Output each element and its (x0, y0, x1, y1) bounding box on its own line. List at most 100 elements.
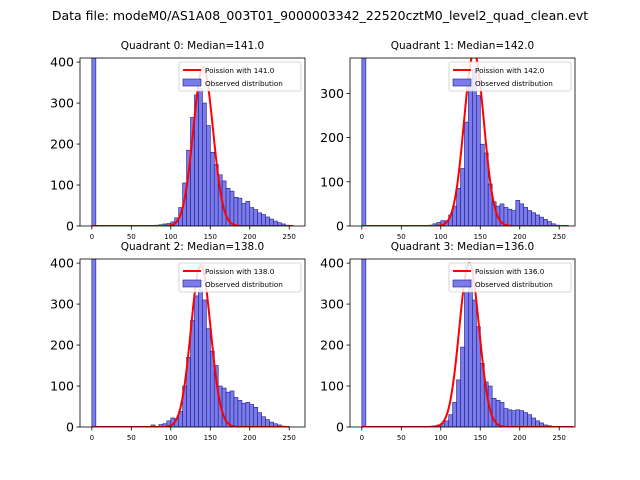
histogram-bar (511, 410, 517, 427)
legend-bar-label: Observed distribution (205, 79, 283, 88)
histogram-bar (245, 201, 251, 226)
subplot-quadrant-1: 0 100 200 300 0 50 100 150 200 250 Quadrant 1: Med… (320, 40, 576, 241)
y-tick-label: 0 (336, 420, 344, 435)
histogram-bar (91, 58, 97, 226)
histogram-bar (261, 214, 266, 226)
histogram-bar (444, 420, 450, 427)
histogram-bar (464, 121, 469, 226)
y-tick-label: 300 (50, 96, 74, 111)
y-tick-label: 200 (320, 338, 344, 353)
histogram-bar (194, 295, 199, 427)
histogram-bar (253, 209, 259, 226)
histogram-bar (448, 414, 454, 427)
histogram-bar (229, 190, 235, 226)
histogram-bar (91, 259, 97, 427)
y-tick-label: 0 (66, 219, 74, 234)
x-tick-label: 200 (513, 233, 526, 241)
axes-frame (349, 57, 576, 227)
x-tick-label: 200 (243, 434, 256, 442)
histogram-bar (209, 151, 215, 226)
histogram-bar (527, 210, 532, 226)
histogram-bar (361, 259, 367, 427)
legend-box (178, 61, 302, 92)
histogram-bar (460, 168, 465, 226)
histogram-bar (531, 212, 536, 226)
x-tick-label: 50 (127, 434, 136, 442)
subplot-title: Quadrant 3: Median=136.0 (391, 241, 534, 253)
histogram-bar (452, 402, 457, 427)
legend-bar-label: Observed distribution (205, 280, 283, 289)
x-tick-label: 100 (164, 233, 177, 241)
legend-bar-swatch (182, 279, 202, 288)
legend-line-label: Poission with 138.0 (205, 267, 275, 276)
histogram-bar (206, 125, 211, 226)
histogram-bar (523, 412, 529, 427)
histogram-bar (531, 417, 536, 427)
x-tick-label: 0 (360, 233, 364, 241)
histogram-bar (249, 207, 255, 226)
histogram-bar (206, 328, 211, 427)
legend-box (448, 61, 572, 92)
histogram-bar (507, 409, 513, 427)
x-tick-label: 150 (474, 233, 487, 241)
histogram-bar (515, 409, 521, 427)
subplot-title: Quadrant 2: Median=138.0 (121, 241, 264, 253)
histogram-bar (265, 419, 270, 427)
histogram-bar (523, 207, 529, 226)
legend: Poission with 138.0 Observed distribution (178, 262, 302, 293)
poisson-curve-line (361, 58, 569, 226)
legend-line-label: Poission with 136.0 (475, 267, 545, 276)
histogram-bar (269, 218, 274, 226)
histogram-bar (261, 416, 266, 427)
histogram-bar (539, 216, 544, 226)
histogram-bar (150, 424, 156, 427)
y-tick-label: 200 (320, 130, 344, 145)
histogram-bar (229, 390, 235, 427)
histogram-bar (527, 414, 532, 427)
legend-box (178, 262, 302, 293)
x-tick-label: 150 (474, 434, 487, 442)
y-tick-label: 200 (50, 338, 74, 353)
plot-area (361, 58, 569, 226)
histogram-bar (460, 346, 465, 427)
legend-bar-swatch (452, 78, 472, 87)
legend: Poission with 141.0 Observed distribution (178, 61, 302, 92)
x-tick-label: 200 (243, 233, 256, 241)
legend-bar-label: Observed distribution (475, 79, 553, 88)
y-tick-label: 100 (320, 379, 344, 394)
histogram-bar (472, 68, 477, 226)
histogram-bar (515, 200, 521, 226)
y-tick-label: 0 (66, 420, 74, 435)
histogram-bar (233, 397, 239, 427)
axes-frame (79, 57, 306, 227)
poisson-curve-line (91, 263, 290, 427)
histogram-bar (468, 86, 473, 226)
y-tick-label: 100 (50, 178, 74, 193)
histogram-bar (253, 407, 259, 427)
poisson-curve-line (91, 65, 294, 226)
histogram-bar (511, 210, 517, 226)
axes-frame (349, 258, 576, 428)
histogram-bar (198, 88, 203, 226)
y-tick-label: 100 (50, 379, 74, 394)
legend-bar-swatch (182, 78, 202, 87)
legend: Poission with 136.0 Observed distribution (448, 262, 572, 293)
legend-bar-swatch (452, 279, 472, 288)
histogram-bar (237, 197, 243, 226)
legend-bar-label: Observed distribution (475, 280, 553, 289)
x-tick-label: 250 (553, 233, 566, 241)
y-tick-label: 400 (50, 55, 74, 70)
histogram-bar (198, 289, 203, 427)
y-tick-label: 200 (50, 137, 74, 152)
x-tick-label: 100 (164, 434, 177, 442)
x-tick-label: 250 (283, 434, 296, 442)
subplot-quadrant-3: 0 100 200 300 400 0 50 100 150 200 250 Quadrant 3: … (320, 241, 576, 442)
plot-area (91, 58, 294, 226)
legend-line-label: Poission with 141.0 (205, 66, 275, 75)
subplot-quadrant-2: 0 100 200 300 400 0 50 100 150 200 250 Quadrant 2: … (50, 241, 306, 442)
histogram-bar (233, 197, 239, 226)
x-tick-label: 100 (434, 434, 447, 442)
x-tick-label: 250 (283, 233, 296, 241)
histogram-bar (535, 214, 540, 226)
